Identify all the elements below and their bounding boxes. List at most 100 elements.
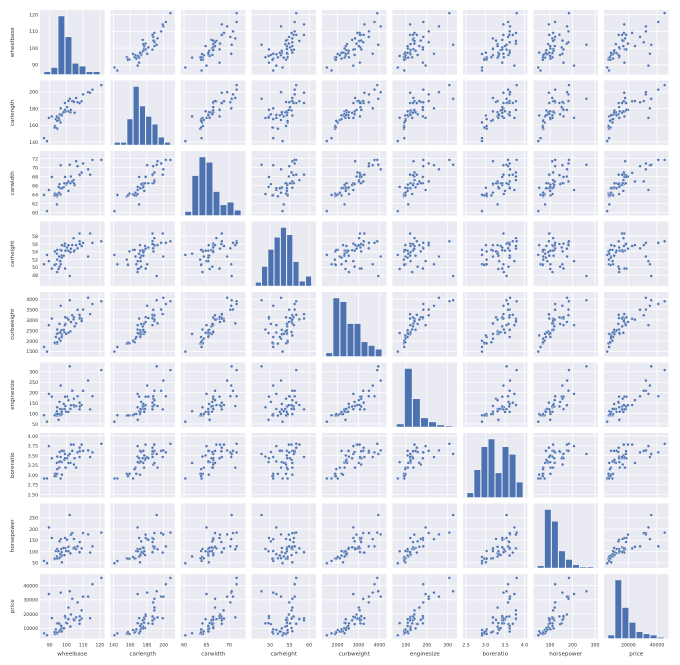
scatter-point	[359, 395, 363, 399]
scatter-point	[375, 11, 379, 15]
scatter-point	[137, 395, 141, 399]
x-tick-label: 55	[287, 643, 293, 649]
scatter-point	[290, 597, 294, 601]
y-axis-title: carwidth	[10, 171, 16, 196]
scatter-point	[421, 175, 425, 179]
scatter-point	[218, 315, 222, 319]
scatter-point	[447, 442, 451, 446]
scatter-point	[620, 111, 624, 115]
scatter-point	[338, 466, 342, 470]
scatter-point	[289, 608, 294, 612]
scatter-point	[612, 110, 616, 114]
scatter-point	[139, 322, 143, 326]
scatter-point	[235, 20, 239, 24]
scatter-point	[99, 299, 103, 303]
scatter-point	[359, 614, 363, 618]
scatter-point	[538, 136, 543, 140]
scatter-point	[199, 263, 203, 267]
panel-wheelbase-vs-enginesize	[392, 10, 457, 75]
scatter-point	[351, 116, 355, 120]
scatter-point	[372, 88, 377, 92]
scatter-point	[86, 532, 90, 536]
scatter-point	[233, 404, 237, 408]
scatter-point	[485, 258, 489, 262]
scatter-point	[514, 546, 518, 550]
scatter-point	[553, 88, 557, 92]
scatter-point	[503, 109, 507, 113]
y-tick-label: 140	[29, 140, 38, 146]
scatter-point	[347, 449, 351, 453]
scatter-point	[376, 452, 380, 456]
scatter-point	[271, 549, 275, 553]
scatter-point	[99, 83, 103, 87]
scatter-point	[211, 407, 215, 411]
scatter-point	[351, 242, 355, 246]
scatter-point	[548, 57, 552, 61]
scatter-point	[508, 256, 512, 260]
scatter-point	[347, 55, 351, 59]
scatter-point	[88, 455, 92, 459]
scatter-point	[427, 179, 431, 184]
scatter-point	[630, 546, 634, 550]
scatter-point	[347, 116, 351, 120]
scatter-point	[60, 113, 64, 117]
scatter-point	[339, 117, 344, 121]
scatter-point	[141, 250, 145, 254]
scatter-point	[648, 304, 652, 308]
scatter-point	[150, 323, 154, 327]
scatter-point	[515, 299, 519, 303]
scatter-point	[78, 407, 82, 411]
histogram-bar	[332, 297, 340, 357]
scatter-point	[161, 407, 165, 411]
scatter-point	[211, 615, 215, 619]
scatter-point	[611, 407, 615, 411]
histogram-bar	[404, 368, 413, 428]
scatter-point	[376, 163, 380, 167]
panel-background	[251, 80, 316, 145]
x-tick-label: 200	[568, 643, 577, 649]
scatter-point	[557, 614, 561, 618]
scatter-point	[274, 113, 278, 117]
panel-curbweight-vs-enginesize	[392, 292, 457, 357]
scatter-point	[136, 54, 140, 58]
scatter-point	[334, 556, 338, 561]
scatter-point	[270, 630, 274, 634]
scatter-point	[508, 186, 512, 190]
scatter-point	[548, 189, 552, 193]
scatter-point	[437, 296, 441, 300]
scatter-point	[437, 254, 441, 259]
scatter-point	[408, 452, 412, 456]
scatter-point	[608, 412, 612, 416]
scatter-point	[344, 52, 348, 56]
scatter-point	[501, 33, 505, 37]
panel-enginesize-vs-carlength	[110, 362, 175, 427]
scatter-point	[211, 553, 215, 557]
scatter-point	[213, 597, 217, 601]
scatter-point	[416, 182, 420, 186]
scatter-point	[403, 55, 407, 59]
scatter-point	[633, 461, 637, 465]
scatter-point	[343, 466, 347, 470]
scatter-point	[279, 53, 283, 57]
scatter-point	[271, 117, 275, 121]
scatter-point	[624, 449, 628, 453]
scatter-point	[408, 536, 412, 540]
scatter-point	[553, 179, 557, 184]
scatter-point	[500, 621, 504, 625]
scatter-point	[584, 43, 588, 47]
scatter-point	[617, 267, 621, 271]
scatter-point	[274, 459, 278, 463]
scatter-point	[541, 193, 545, 197]
scatter-point	[289, 330, 294, 334]
scatter-point	[137, 252, 141, 256]
scatter-point	[202, 556, 206, 560]
scatter-point	[68, 589, 72, 593]
scatter-point	[514, 178, 518, 182]
scatter-point	[553, 394, 557, 398]
scatter-point	[200, 68, 204, 73]
panel-boreratio-vs-curbweight	[322, 433, 387, 498]
scatter-point	[230, 513, 234, 517]
scatter-point	[408, 628, 413, 632]
scatter-point	[617, 395, 621, 399]
scatter-point	[353, 36, 357, 40]
